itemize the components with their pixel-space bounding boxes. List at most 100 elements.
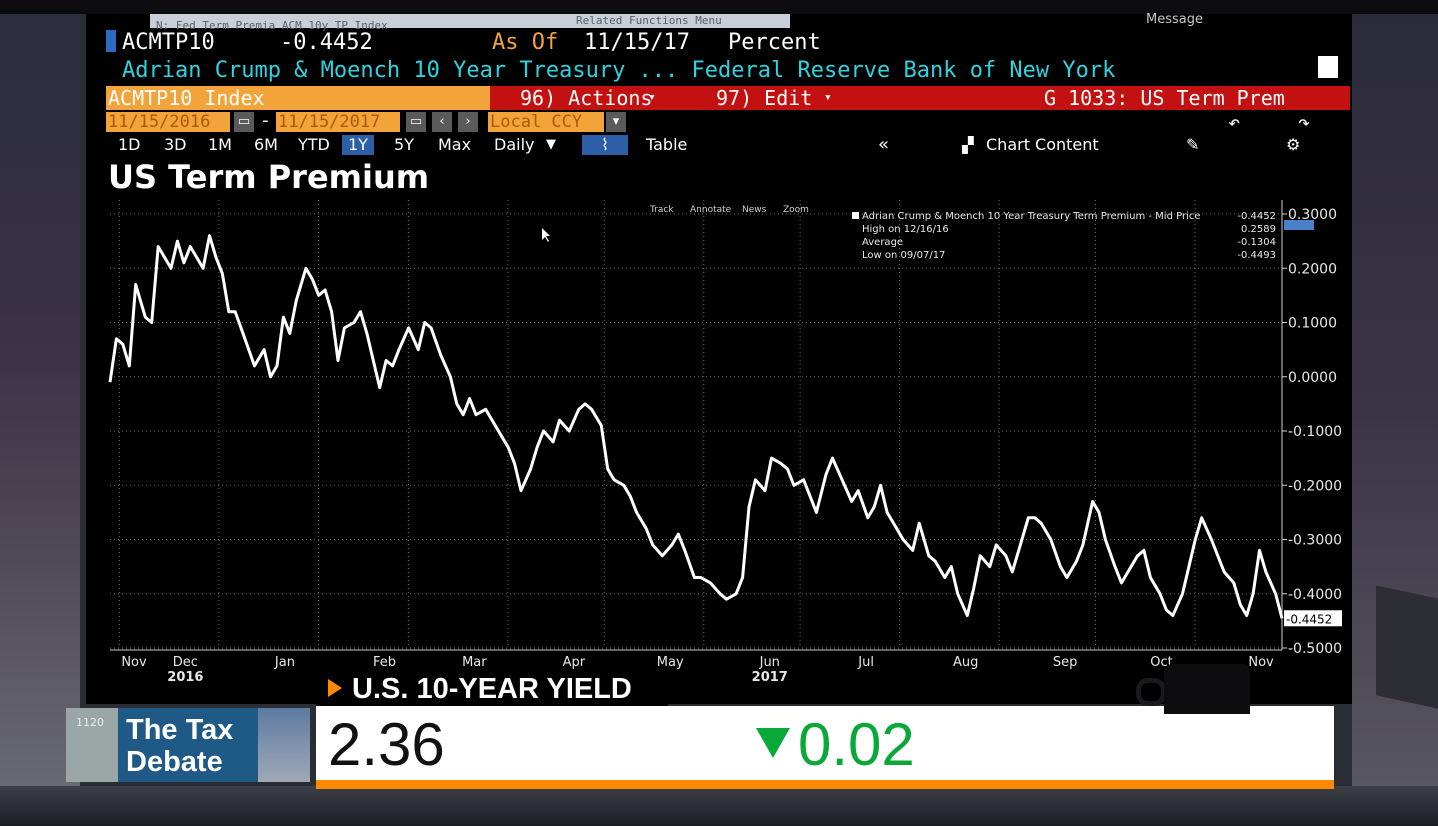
date-separator: -: [260, 110, 271, 131]
chart-tool-label: News: [742, 205, 767, 215]
studio-top-edge: [0, 0, 1438, 14]
period-tab-max[interactable]: Max: [438, 135, 472, 154]
edit-chart-icon[interactable]: ✎: [1186, 135, 1200, 154]
y-tick-label: -0.3000: [1288, 533, 1342, 549]
legend-stat-value: 0.2589: [1241, 224, 1276, 235]
period-tab-3d[interactable]: 3D: [164, 135, 187, 154]
x-tick-label: Mar: [462, 655, 487, 670]
legend-series-value: -0.4452: [1237, 211, 1276, 222]
last-value-box: [1284, 610, 1342, 627]
chart-content-button[interactable]: Chart Content: [986, 135, 1099, 154]
last-value: -0.4452: [280, 30, 373, 55]
table-button[interactable]: Table: [646, 135, 688, 154]
y-tick-label: 0.2000: [1288, 261, 1337, 277]
plot-area: [106, 200, 1282, 650]
coffee-mug: [1164, 664, 1250, 714]
period-tab-1y[interactable]: 1Y: [342, 135, 374, 155]
ticker-label: U.S. 10-YEAR YIELD: [352, 673, 632, 705]
calendar-icon[interactable]: ▭: [234, 112, 254, 132]
chevron-right-icon[interactable]: ›: [458, 112, 478, 132]
line-chart-icon[interactable]: ⌇: [582, 135, 628, 155]
yield-change: 0.02: [798, 711, 915, 778]
quote-box: [316, 706, 1334, 780]
chart-tool-label: Zoom: [783, 205, 809, 215]
export-icon[interactable]: [1318, 56, 1338, 78]
chart-content-icon[interactable]: ▞: [962, 136, 974, 154]
x-tick-label: Dec: [173, 655, 198, 670]
show-logo-panel: [118, 708, 258, 782]
x-tick-label: May: [657, 655, 684, 670]
function-name: G 1033: US Term Prem: [1044, 86, 1285, 110]
actions-menu[interactable]: 96) Actions: [520, 86, 653, 110]
chevron-down-icon[interactable]: ▾: [606, 112, 626, 132]
ticker-symbol: ACMTP10: [122, 30, 215, 55]
period-tab-6m[interactable]: 6M: [254, 135, 278, 154]
y-tick-label: -0.5000: [1288, 641, 1342, 657]
x-tick-label: Jul: [857, 655, 874, 670]
x-tick-label: Nov: [121, 655, 147, 670]
chart-tool-label: Annotate: [690, 205, 732, 215]
related-functions-menu[interactable]: Related Functions Menu: [576, 14, 722, 27]
y-tick-label: -0.2000: [1288, 478, 1342, 494]
y-tick-label: -0.1000: [1288, 424, 1342, 440]
frequency-dropdown-icon[interactable]: ▼: [546, 137, 556, 152]
gear-icon[interactable]: ⚙: [1286, 135, 1301, 154]
last-value-label: -0.4452: [1286, 612, 1332, 626]
y-tick-label: 0.1000: [1288, 316, 1337, 332]
flag-image: [258, 708, 310, 782]
down-arrow-icon: [756, 728, 790, 758]
x-tick-label: Sep: [1053, 655, 1078, 670]
legend-series-name: Adrian Crump & Moench 10 Year Treasury T…: [862, 211, 1201, 222]
ticker-marker: [106, 30, 116, 52]
currency-select[interactable]: Local CCY: [488, 112, 604, 132]
period-tab-1d[interactable]: 1D: [118, 135, 141, 154]
security-field[interactable]: ACMTP10 Index: [106, 86, 490, 110]
quote-accent-bar: [316, 780, 1334, 789]
show-title-line1: The Tax: [126, 714, 234, 746]
period-tab-1m[interactable]: 1M: [208, 135, 232, 154]
chevron-left-icon[interactable]: ‹: [432, 112, 452, 132]
frequency-select[interactable]: Daily: [494, 135, 535, 154]
as-of-label: As Of: [492, 30, 559, 55]
end-date-field[interactable]: 11/15/2017: [276, 112, 400, 132]
legend-stat-label: Low on 09/07/17: [862, 250, 945, 261]
command-field[interactable]: N: Fed Term Premia ACM 10y TP Index: [156, 19, 388, 32]
actions-dropdown-icon: ▾: [648, 90, 656, 105]
x-tick-label: Feb: [373, 655, 396, 670]
legend-stat-value: -0.4493: [1237, 250, 1276, 261]
form-badge: 1120: [66, 708, 118, 782]
security-description: Adrian Crump & Moench 10 Year Treasury .…: [122, 58, 1116, 83]
undo-icon[interactable]: ↶: [1228, 110, 1241, 134]
x-tick-label: Jan: [274, 655, 295, 670]
mouse-cursor-icon: [542, 228, 550, 242]
start-date-field[interactable]: 11/15/2016: [106, 112, 230, 132]
chart-title: US Term Premium: [108, 158, 430, 196]
period-tab-ytd[interactable]: YTD: [298, 135, 330, 154]
yield-value: 2.36: [328, 711, 445, 778]
command-line[interactable]: N: Fed Term Premia ACM 10y TP Index Relat…: [150, 14, 790, 32]
as-of-date: 11/15/17: [584, 30, 690, 55]
legend-swatch: [852, 212, 859, 219]
play-arrow-icon: [328, 679, 342, 697]
message-button[interactable]: Message: [1146, 12, 1203, 27]
studio-background-left: [0, 0, 80, 826]
y-tick-label: 0.3000: [1288, 207, 1337, 223]
mug-handle: [1136, 678, 1166, 706]
y-tick-label: 0.0000: [1288, 370, 1337, 386]
legend-stat-label: High on 12/16/16: [862, 224, 949, 235]
edit-menu[interactable]: 97) Edit: [716, 86, 813, 110]
calendar-icon[interactable]: ▭: [406, 112, 426, 132]
laptop: [1376, 585, 1438, 709]
collapse-icon[interactable]: «: [878, 134, 890, 155]
edit-dropdown-icon: ▾: [824, 90, 832, 105]
form-badge-number: 1120: [76, 716, 104, 729]
chart-tool-label: Track: [649, 205, 674, 215]
legend-stat-value: -0.1304: [1237, 237, 1276, 248]
ticker-label-box: [316, 670, 668, 706]
x-tick-label: Nov: [1248, 655, 1274, 670]
period-tab-5y[interactable]: 5Y: [394, 135, 414, 154]
redo-icon[interactable]: ↷: [1298, 110, 1311, 134]
legend-stat-label: Average: [862, 237, 903, 248]
function-bar: 96) Actions ▾ 97) Edit ▾ G 1033: US Term…: [490, 86, 1350, 110]
